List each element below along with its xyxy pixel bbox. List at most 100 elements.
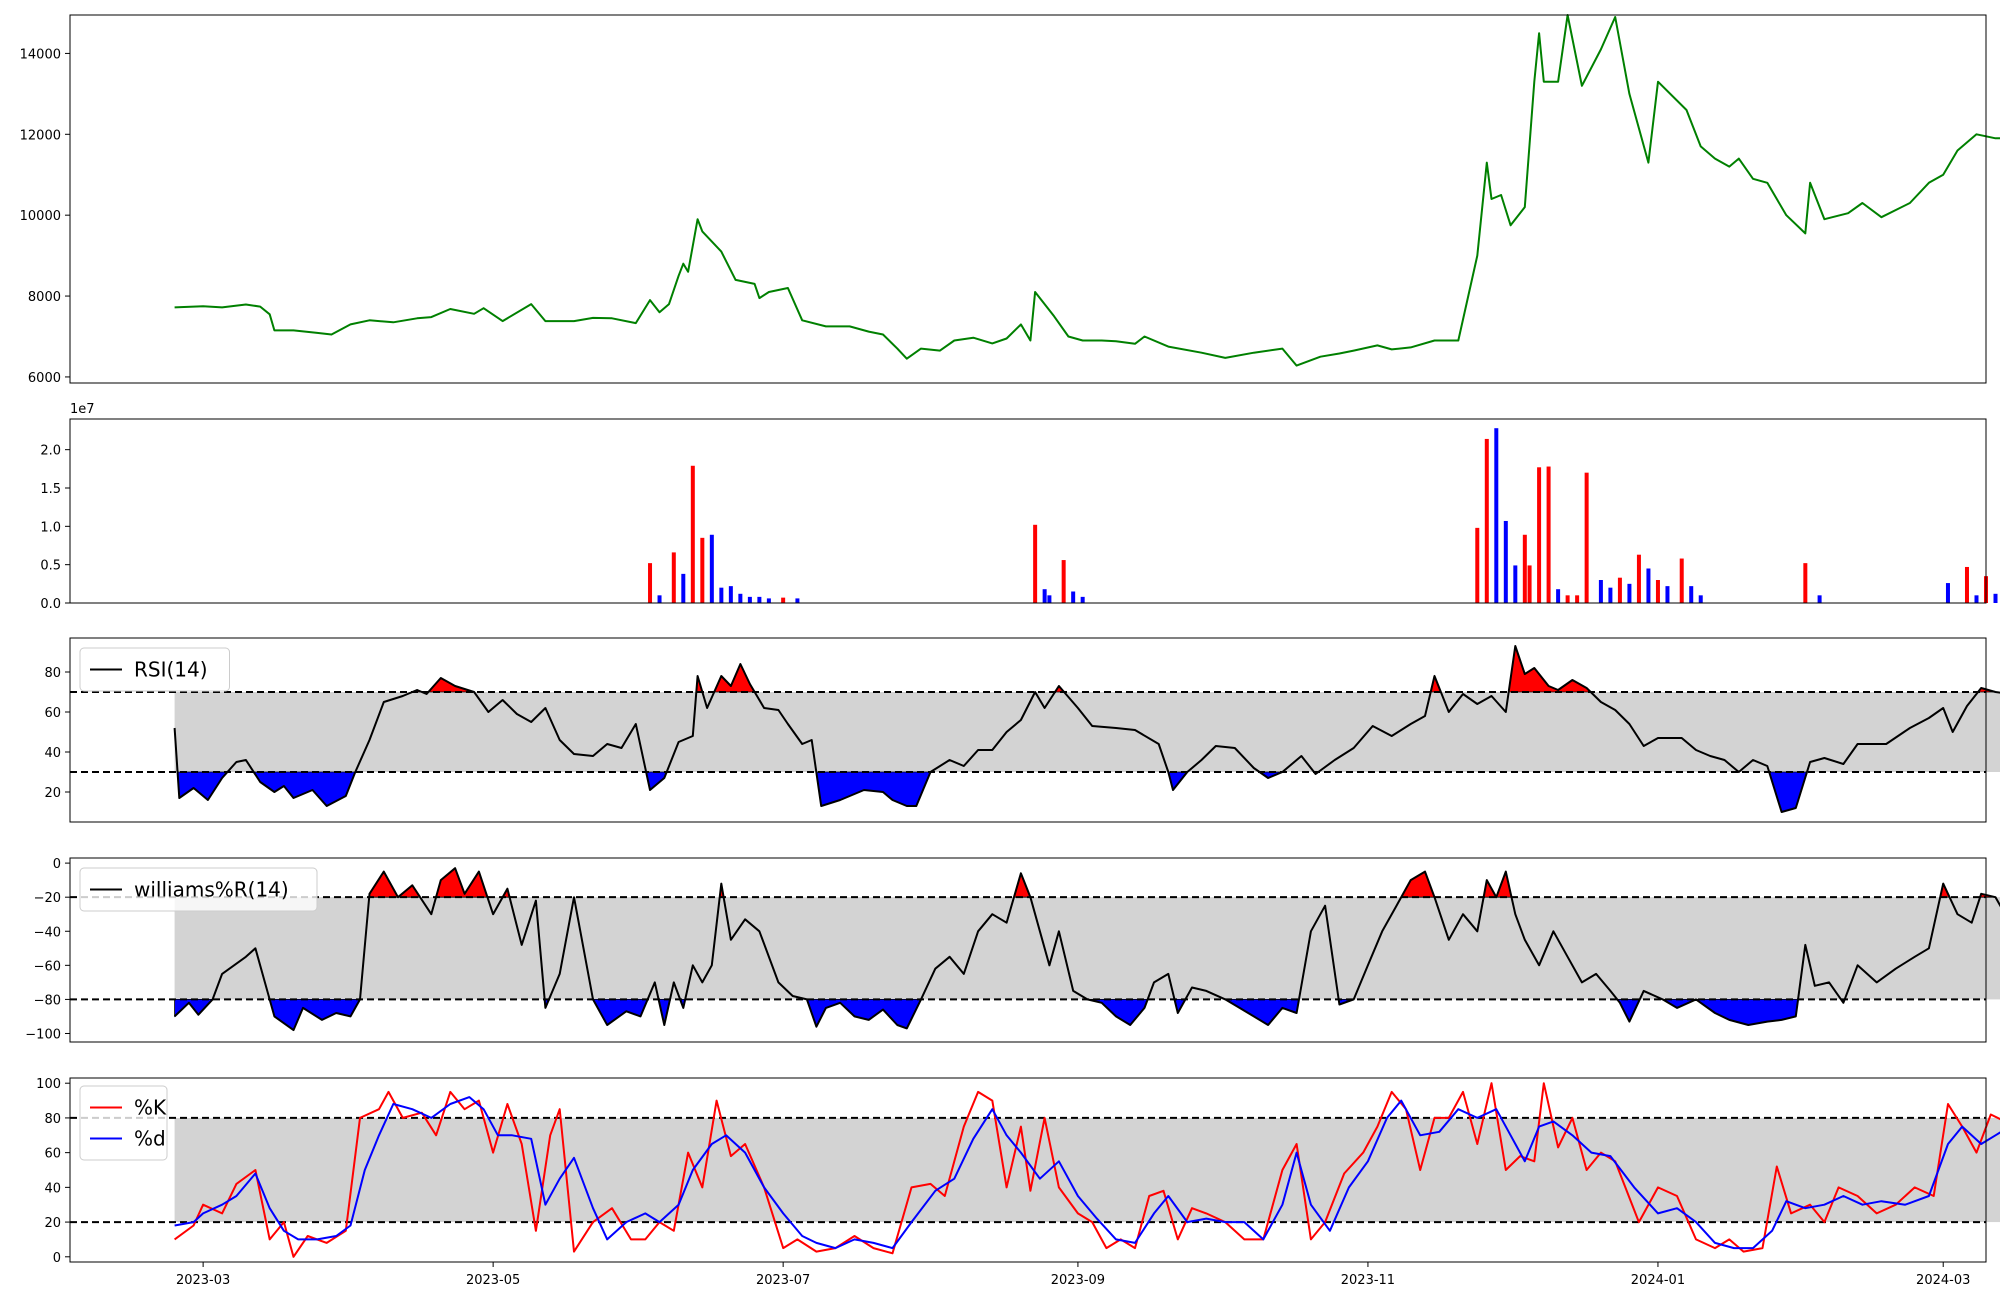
series-line — [173, 867, 2000, 1032]
y-tick-label: 40 — [44, 746, 61, 761]
volume-bar — [1636, 554, 1641, 603]
legend-label: williams%R(14) — [134, 878, 289, 902]
volume-bar — [1698, 595, 1703, 603]
y-tick-label: 1.5 — [40, 482, 61, 497]
volume-bar — [1494, 428, 1499, 603]
y-tick-label: 60 — [44, 706, 61, 721]
volume-bar — [757, 596, 762, 603]
axes-frame — [69, 14, 1987, 384]
volume-bar — [1033, 524, 1038, 603]
y-tick-label: 0.0 — [40, 597, 61, 612]
y-tick-label: 14000 — [20, 47, 61, 62]
oversold-fill — [1694, 999, 1799, 1026]
volume-bar — [1584, 472, 1589, 603]
neutral-band — [174, 897, 2000, 1000]
williams-chart: −100 −80 −60 −40 −20 0 williams%R(14) — [25, 857, 2000, 1043]
volume-bar — [728, 586, 733, 603]
y-tick-label: 20 — [44, 786, 61, 801]
y-tick-label: 6000 — [28, 371, 61, 386]
legend-label: %d — [134, 1127, 166, 1151]
axes-frame — [69, 637, 1987, 823]
volume-bar — [709, 534, 714, 603]
volume-bar — [1679, 558, 1684, 603]
volume-bar — [781, 597, 786, 603]
y-tick-label: 10000 — [20, 209, 61, 224]
volume-bar — [738, 593, 743, 603]
x-tick-label: 2023-05 — [466, 1273, 520, 1288]
legend-box — [79, 647, 230, 692]
y-tick-label: 100 — [36, 1077, 61, 1092]
volume-bar — [648, 563, 653, 603]
volume-bar — [1627, 583, 1632, 603]
y-tick-label: 2.0 — [40, 444, 61, 459]
volume-bar — [1475, 527, 1480, 603]
volume-bar — [1993, 593, 1998, 603]
volume-bar — [1071, 591, 1076, 603]
volume-bar — [1042, 589, 1047, 603]
y-tick-label: 12000 — [20, 128, 61, 143]
volume-bar — [671, 552, 676, 603]
volume-bar — [1646, 568, 1651, 603]
volume-bar — [1964, 566, 1969, 603]
volume-bar — [700, 537, 705, 603]
oversold-fill — [806, 999, 922, 1029]
overbought-fill — [368, 870, 399, 898]
stochastic-legend: %K %d — [79, 1085, 168, 1161]
price-line — [174, 14, 2000, 367]
volume-bar — [1565, 595, 1570, 603]
volume-bar — [1575, 595, 1580, 603]
volume-bar — [795, 598, 800, 603]
volume-bar — [1556, 589, 1561, 603]
y-tick-label: 60 — [44, 1147, 61, 1162]
oversold-fill — [815, 771, 932, 807]
series-line — [173, 645, 2000, 813]
y-tick-label: −100 — [25, 1027, 61, 1042]
y-tick-label: 20 — [44, 1216, 61, 1231]
y-tick-label: 8000 — [28, 290, 61, 305]
volume-bar — [1945, 583, 1950, 603]
volume-bar — [1665, 586, 1670, 603]
y-tick-label: −20 — [34, 891, 61, 906]
x-tick-label: 2023-07 — [756, 1273, 810, 1288]
neutral-band — [174, 692, 2000, 772]
y-tick-label: 40 — [44, 1181, 61, 1196]
volume-bar — [719, 587, 724, 603]
axes-frame — [69, 1077, 1987, 1263]
volume-bar — [1803, 563, 1808, 603]
scale-label: 1e7 — [70, 402, 95, 417]
volume-bar — [1484, 438, 1489, 603]
volume-bar — [1503, 520, 1508, 603]
oversold-fill — [1087, 999, 1149, 1026]
volume-bar — [1527, 565, 1532, 603]
price-chart: 6000 8000 10000 12000 14000 — [20, 14, 2000, 386]
y-tick-label: 1.0 — [40, 520, 61, 535]
volume-bar — [1974, 595, 1979, 603]
volume-bar — [1061, 560, 1066, 603]
volume-bar — [1080, 596, 1085, 603]
volume-bar — [1047, 595, 1052, 603]
volume-bar — [766, 598, 771, 603]
axes-frame — [69, 857, 1987, 1043]
volume-bar — [690, 465, 695, 603]
legend-label: %K — [134, 1096, 167, 1120]
y-tick-label: −80 — [34, 993, 61, 1008]
y-tick-label: 0 — [53, 1251, 61, 1266]
x-tick-label: 2024-01 — [1631, 1273, 1685, 1288]
volume-bar — [1546, 466, 1551, 603]
legend-label: RSI(14) — [134, 658, 208, 682]
y-tick-label: −60 — [34, 959, 61, 974]
stochastic-chart: 0 20 40 60 80 100 2023-03 2023-05 2023-07 2023-09… — [36, 1077, 2000, 1288]
legend-box — [79, 1085, 168, 1161]
volume-bar — [1537, 467, 1542, 603]
axes-frame — [69, 418, 1987, 604]
y-tick-label: −40 — [34, 925, 61, 940]
neutral-band — [174, 1117, 2000, 1223]
volume-bar — [1689, 586, 1694, 603]
volume-chart: 0.0 0.5 1.0 1.5 2.0 1e7 — [40, 402, 1998, 612]
legend-box — [79, 867, 318, 912]
overbought-fill — [1508, 645, 1592, 693]
y-tick-label: 80 — [44, 666, 61, 681]
volume-bar — [1655, 580, 1660, 603]
volume-bar — [1522, 534, 1527, 603]
volume-bar — [1513, 565, 1518, 603]
